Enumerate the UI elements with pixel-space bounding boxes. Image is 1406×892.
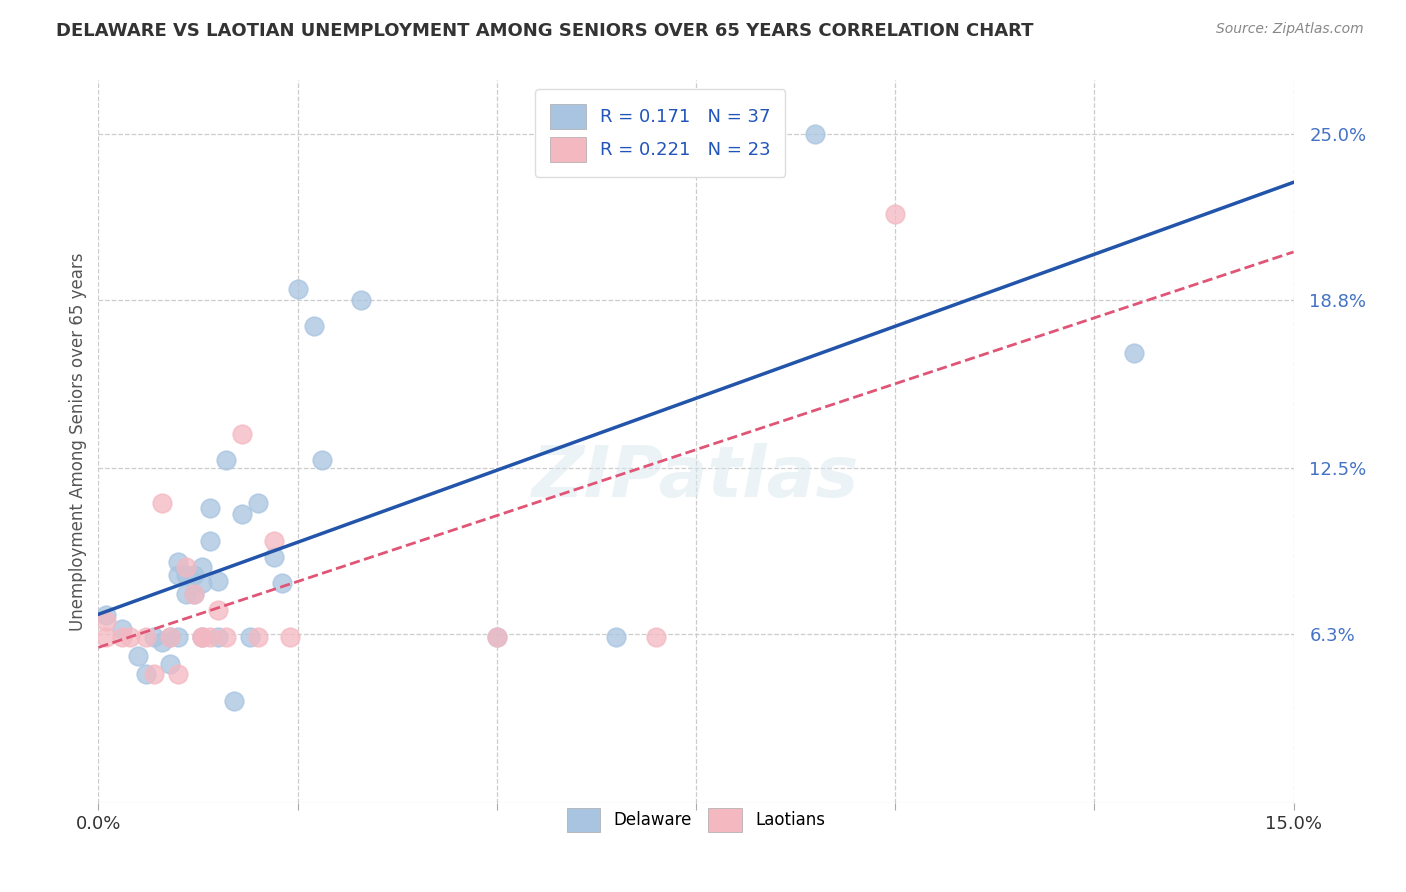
Point <box>198 630 221 644</box>
Point <box>302 319 325 334</box>
Point <box>884 207 907 221</box>
Point <box>198 533 221 548</box>
Point <box>167 568 190 582</box>
Point <box>135 630 157 644</box>
Point <box>111 630 134 644</box>
Point <box>183 587 205 601</box>
Point <box>246 630 269 644</box>
Point <box>159 630 181 644</box>
Point <box>174 568 197 582</box>
Point <box>278 630 301 644</box>
Point <box>231 507 253 521</box>
Point <box>96 630 118 644</box>
Text: DELAWARE VS LAOTIAN UNEMPLOYMENT AMONG SENIORS OVER 65 YEARS CORRELATION CHART: DELAWARE VS LAOTIAN UNEMPLOYMENT AMONG S… <box>56 22 1033 40</box>
Point <box>207 630 229 644</box>
Point <box>263 549 285 564</box>
Point <box>239 630 262 644</box>
Point <box>485 630 508 644</box>
Point <box>350 293 373 307</box>
Point <box>605 630 627 644</box>
Point <box>207 603 229 617</box>
Point <box>96 608 118 623</box>
Point <box>120 630 142 644</box>
Point <box>311 453 333 467</box>
Y-axis label: Unemployment Among Seniors over 65 years: Unemployment Among Seniors over 65 years <box>69 252 87 631</box>
Point <box>159 657 181 671</box>
Point <box>231 426 253 441</box>
Point <box>1123 346 1146 360</box>
Point <box>287 282 309 296</box>
Point <box>183 568 205 582</box>
Point <box>198 501 221 516</box>
Point <box>191 560 214 574</box>
Point <box>167 555 190 569</box>
Point <box>804 127 827 141</box>
Point <box>191 630 214 644</box>
Point <box>111 622 134 636</box>
Point <box>167 630 190 644</box>
Point <box>246 496 269 510</box>
Point <box>150 496 173 510</box>
Point <box>645 630 668 644</box>
Point <box>485 630 508 644</box>
Point <box>135 667 157 681</box>
Point <box>96 614 118 628</box>
Text: Source: ZipAtlas.com: Source: ZipAtlas.com <box>1216 22 1364 37</box>
Point <box>150 635 173 649</box>
Point <box>191 630 214 644</box>
Point <box>215 630 238 644</box>
Point <box>263 533 285 548</box>
Point <box>174 587 197 601</box>
Point <box>207 574 229 588</box>
Point <box>143 630 166 644</box>
Point <box>159 630 181 644</box>
Point <box>191 630 214 644</box>
Point <box>143 667 166 681</box>
Point <box>167 667 190 681</box>
Point <box>191 576 214 591</box>
Legend: Delaware, Laotians: Delaware, Laotians <box>554 795 838 845</box>
Point <box>222 694 245 708</box>
Point <box>183 587 205 601</box>
Point <box>270 576 292 591</box>
Point <box>215 453 238 467</box>
Point <box>174 560 197 574</box>
Point <box>127 648 149 663</box>
Text: ZIPatlas: ZIPatlas <box>533 443 859 512</box>
